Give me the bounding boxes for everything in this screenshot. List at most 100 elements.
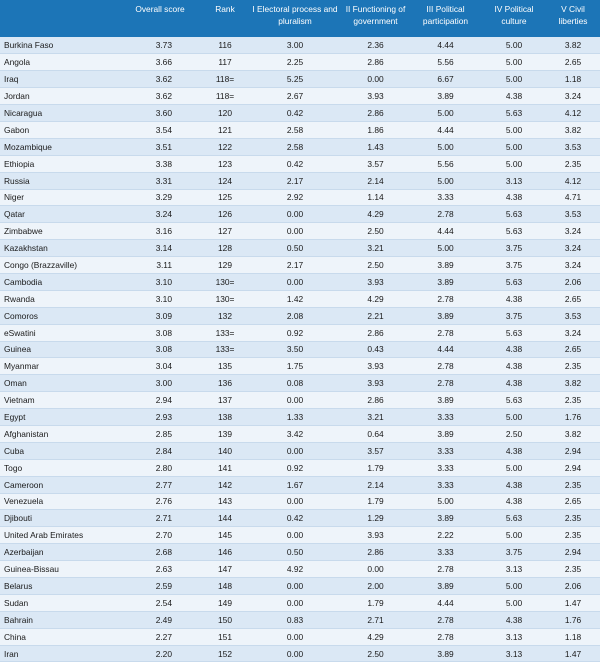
civil-liberties-cell: 3.24 — [546, 87, 600, 106]
table-row: Iraq 3.62 118= 5.25 0.00 6.67 5.00 1.18 — [0, 70, 600, 89]
political-culture-cell: 4.38 — [482, 374, 546, 393]
electoral-process-cell: 0.00 — [248, 577, 342, 595]
political-participation-cell: 3.89 — [409, 645, 482, 662]
political-culture-cell: 5.00 — [482, 408, 546, 426]
political-culture-cell: 4.38 — [482, 87, 546, 106]
country-cell: Myanmar — [0, 357, 118, 376]
electoral-process-cell: 2.58 — [248, 121, 342, 139]
functioning-of-government-cell: 2.50 — [342, 256, 409, 274]
country-cell: Cameroon — [0, 476, 118, 494]
political-culture-cell: 5.63 — [482, 104, 546, 122]
overall-score-cell: 3.38 — [118, 155, 202, 173]
political-culture-cell: 5.00 — [482, 70, 546, 89]
overall-score-cell: 2.93 — [118, 408, 202, 426]
country-cell: Iraq — [0, 70, 118, 89]
rank-cell: 132 — [202, 307, 248, 325]
rank-cell: 147 — [202, 560, 248, 578]
overall-score-cell: 2.80 — [118, 459, 202, 477]
political-culture-cell: 5.63 — [482, 324, 546, 342]
civil-liberties-cell: 2.35 — [546, 526, 600, 545]
table-row: Niger 3.29 125 2.92 1.14 3.33 4.38 4.71 — [0, 189, 600, 207]
civil-liberties-cell: 2.94 — [546, 543, 600, 562]
civil-liberties-cell: 1.47 — [546, 594, 600, 612]
functioning-of-government-cell: 1.79 — [342, 459, 409, 477]
overall-score-cell: 3.54 — [118, 121, 202, 139]
table-row: Venezuela 2.76 143 0.00 1.79 5.00 4.38 2.65 — [0, 493, 600, 511]
overall-score-cell: 3.60 — [118, 104, 202, 122]
overall-score-cell: 2.20 — [118, 645, 202, 662]
country-cell: Belarus — [0, 577, 118, 595]
functioning-of-government-cell: 2.71 — [342, 611, 409, 629]
overall-score-cell: 3.31 — [118, 172, 202, 190]
political-participation-cell: 2.78 — [409, 324, 482, 342]
country-cell: Angola — [0, 53, 118, 72]
functioning-of-government-cell: 2.86 — [342, 543, 409, 562]
table-row: Congo (Brazzaville) 3.11 129 2.17 2.50 3.89 3.… — [0, 256, 600, 274]
functioning-of-government-cell: 2.86 — [342, 391, 409, 410]
table-row: Zimbabwe 3.16 127 0.00 2.50 4.44 5.63 3.24 — [0, 222, 600, 241]
civil-liberties-cell: 3.53 — [546, 307, 600, 325]
overall-score-cell: 2.70 — [118, 526, 202, 545]
civil-liberties-cell: 2.65 — [546, 53, 600, 72]
political-culture-cell: 3.75 — [482, 307, 546, 325]
country-cell: Venezuela — [0, 493, 118, 511]
electoral-process-cell: 0.00 — [248, 273, 342, 291]
table-row: Russia 3.31 124 2.17 2.14 5.00 3.13 4.12 — [0, 172, 600, 190]
overall-score-cell: 2.68 — [118, 543, 202, 562]
electoral-process-cell: 2.92 — [248, 189, 342, 207]
electoral-process-cell: 0.00 — [248, 526, 342, 545]
functioning-of-government-cell: 2.00 — [342, 577, 409, 595]
electoral-process-cell: 0.00 — [248, 391, 342, 410]
political-culture-cell: 5.00 — [482, 121, 546, 139]
functioning-of-government-cell: 0.00 — [342, 70, 409, 89]
overall-score-cell: 3.04 — [118, 357, 202, 376]
rank-cell: 126 — [202, 205, 248, 224]
overall-score-cell: 3.09 — [118, 307, 202, 325]
country-cell: Zimbabwe — [0, 222, 118, 241]
political-participation-cell: 2.78 — [409, 290, 482, 308]
country-cell: Djibouti — [0, 509, 118, 528]
electoral-process-cell: 2.08 — [248, 307, 342, 325]
political-participation-cell: 2.78 — [409, 560, 482, 578]
country-cell: United Arab Emirates — [0, 526, 118, 545]
header-rank: Rank — [202, 0, 248, 37]
political-culture-cell: 4.38 — [482, 290, 546, 308]
political-participation-cell: 5.00 — [409, 104, 482, 122]
electoral-process-cell: 3.42 — [248, 425, 342, 443]
political-participation-cell: 4.44 — [409, 341, 482, 359]
political-culture-cell: 5.00 — [482, 526, 546, 545]
country-cell: Iran — [0, 645, 118, 662]
table-row: Oman 3.00 136 0.08 3.93 2.78 4.38 3.82 — [0, 374, 600, 393]
overall-score-cell: 3.10 — [118, 273, 202, 291]
overall-score-cell: 3.66 — [118, 53, 202, 72]
country-cell: Sudan — [0, 594, 118, 612]
rank-cell: 128 — [202, 239, 248, 258]
country-cell: Cambodia — [0, 273, 118, 291]
rank-cell: 130= — [202, 273, 248, 291]
rank-cell: 135 — [202, 357, 248, 376]
overall-score-cell: 2.49 — [118, 611, 202, 629]
country-cell: China — [0, 628, 118, 646]
rank-cell: 140 — [202, 442, 248, 460]
table-row: Bahrain 2.49 150 0.83 2.71 2.78 4.38 1.76 — [0, 611, 600, 629]
political-participation-cell: 2.78 — [409, 357, 482, 376]
political-participation-cell: 2.22 — [409, 526, 482, 545]
political-participation-cell: 5.00 — [409, 239, 482, 258]
political-participation-cell: 4.44 — [409, 594, 482, 612]
political-culture-cell: 2.50 — [482, 425, 546, 443]
political-participation-cell: 2.78 — [409, 611, 482, 629]
overall-score-cell: 3.00 — [118, 374, 202, 393]
header-electoral-process: I Electoral process and pluralism — [248, 0, 342, 37]
functioning-of-government-cell: 2.14 — [342, 172, 409, 190]
functioning-of-government-cell: 1.29 — [342, 509, 409, 528]
political-culture-cell: 4.38 — [482, 493, 546, 511]
electoral-process-cell: 2.17 — [248, 256, 342, 274]
civil-liberties-cell: 3.53 — [546, 138, 600, 156]
overall-score-cell: 2.85 — [118, 425, 202, 443]
political-participation-cell: 4.44 — [409, 37, 482, 55]
political-participation-cell: 3.89 — [409, 256, 482, 274]
political-culture-cell: 5.63 — [482, 205, 546, 224]
civil-liberties-cell: 3.82 — [546, 425, 600, 443]
electoral-process-cell: 2.25 — [248, 53, 342, 72]
